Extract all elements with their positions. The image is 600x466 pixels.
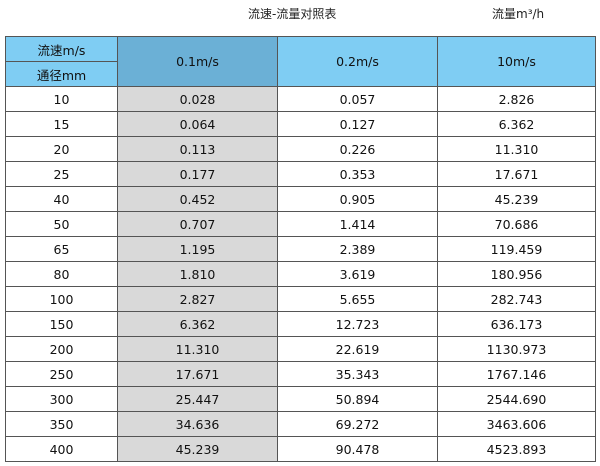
flow-cell: 2.827 xyxy=(117,286,278,312)
flow-cell: 6.362 xyxy=(437,111,596,137)
flow-table: 流速m/s 0.1m/s 0.2m/s 10m/s 通径mm 10 0.028 0.… xyxy=(5,36,596,462)
flow-cell: 2.389 xyxy=(277,236,438,262)
flow-cell: 12.723 xyxy=(277,311,438,337)
flow-cell: 0.707 xyxy=(117,211,278,237)
flow-cell: 2.826 xyxy=(437,86,596,112)
flow-cell: 0.028 xyxy=(117,86,278,112)
col-header: 0.2m/s xyxy=(277,36,438,87)
flow-cell: 0.064 xyxy=(117,111,278,137)
flow-cell: 1.810 xyxy=(117,261,278,287)
table-row: 20 0.113 0.226 11.310 xyxy=(5,136,596,162)
diameter-cell: 50 xyxy=(5,211,118,237)
diameter-cell: 80 xyxy=(5,261,118,287)
table-row: 200 11.310 22.619 1130.973 xyxy=(5,336,596,362)
flow-cell: 0.226 xyxy=(277,136,438,162)
diameter-cell: 350 xyxy=(5,411,118,437)
flow-cell: 90.478 xyxy=(277,436,438,462)
flow-cell: 0.177 xyxy=(117,161,278,187)
diameter-cell: 300 xyxy=(5,386,118,412)
diameter-cell: 10 xyxy=(5,86,118,112)
flow-cell: 3.619 xyxy=(277,261,438,287)
diameter-cell: 100 xyxy=(5,286,118,312)
flow-cell: 0.905 xyxy=(277,186,438,212)
table-row: 40 0.452 0.905 45.239 xyxy=(5,186,596,212)
table-row: 80 1.810 3.619 180.956 xyxy=(5,261,596,287)
flow-cell: 35.343 xyxy=(277,361,438,387)
flow-cell: 180.956 xyxy=(437,261,596,287)
flow-cell: 4523.893 xyxy=(437,436,596,462)
flow-cell: 50.894 xyxy=(277,386,438,412)
table-row: 50 0.707 1.414 70.686 xyxy=(5,211,596,237)
flow-cell: 0.113 xyxy=(117,136,278,162)
header-row: 通径mm xyxy=(5,61,596,87)
flow-cell: 0.127 xyxy=(277,111,438,137)
flow-cell: 6.362 xyxy=(117,311,278,337)
flow-cell: 11.310 xyxy=(437,136,596,162)
flow-cell: 0.452 xyxy=(117,186,278,212)
flow-cell: 25.447 xyxy=(117,386,278,412)
flow-cell: 34.636 xyxy=(117,411,278,437)
flow-cell: 5.655 xyxy=(277,286,438,312)
flow-cell: 636.173 xyxy=(437,311,596,337)
diameter-cell: 65 xyxy=(5,236,118,262)
flow-cell: 1130.973 xyxy=(437,336,596,362)
table-row: 250 17.671 35.343 1767.146 xyxy=(5,361,596,387)
col-header: 10m/s xyxy=(437,36,596,87)
diameter-cell: 250 xyxy=(5,361,118,387)
table-title: 流速-流量对照表 xyxy=(248,7,337,21)
flow-cell: 17.671 xyxy=(437,161,596,187)
diameter-header: 通径mm xyxy=(5,61,118,87)
flow-cell: 1.414 xyxy=(277,211,438,237)
table-row: 300 25.447 50.894 2544.690 xyxy=(5,386,596,412)
diameter-cell: 40 xyxy=(5,186,118,212)
flow-cell: 2544.690 xyxy=(437,386,596,412)
flow-cell: 45.239 xyxy=(117,436,278,462)
diameter-cell: 25 xyxy=(5,161,118,187)
table-row: 350 34.636 69.272 3463.606 xyxy=(5,411,596,437)
col-header: 0.1m/s xyxy=(117,36,278,87)
table-row: 65 1.195 2.389 119.459 xyxy=(5,236,596,262)
diameter-cell: 200 xyxy=(5,336,118,362)
header-row: 流速m/s 0.1m/s 0.2m/s 10m/s xyxy=(5,36,596,87)
table-row: 400 45.239 90.478 4523.893 xyxy=(5,436,596,462)
flow-cell: 11.310 xyxy=(117,336,278,362)
flow-cell: 282.743 xyxy=(437,286,596,312)
flow-cell: 70.686 xyxy=(437,211,596,237)
unit-label: 流量m³/h xyxy=(492,7,545,21)
flow-cell: 1.195 xyxy=(117,236,278,262)
speed-header: 流速m/s xyxy=(5,36,118,62)
diameter-cell: 400 xyxy=(5,436,118,462)
flow-cell: 45.239 xyxy=(437,186,596,212)
table-row: 15 0.064 0.127 6.362 xyxy=(5,111,596,137)
table-row: 10 0.028 0.057 2.826 xyxy=(5,86,596,112)
diameter-cell: 15 xyxy=(5,111,118,137)
flow-cell: 0.353 xyxy=(277,161,438,187)
table-row: 25 0.177 0.353 17.671 xyxy=(5,161,596,187)
flow-cell: 17.671 xyxy=(117,361,278,387)
flow-cell: 1767.146 xyxy=(437,361,596,387)
flow-cell: 119.459 xyxy=(437,236,596,262)
flow-cell: 3463.606 xyxy=(437,411,596,437)
diameter-cell: 20 xyxy=(5,136,118,162)
table-row: 100 2.827 5.655 282.743 xyxy=(5,286,596,312)
diameter-cell: 150 xyxy=(5,311,118,337)
table-row: 150 6.362 12.723 636.173 xyxy=(5,311,596,337)
flow-cell: 0.057 xyxy=(277,86,438,112)
flow-cell: 69.272 xyxy=(277,411,438,437)
flow-cell: 22.619 xyxy=(277,336,438,362)
